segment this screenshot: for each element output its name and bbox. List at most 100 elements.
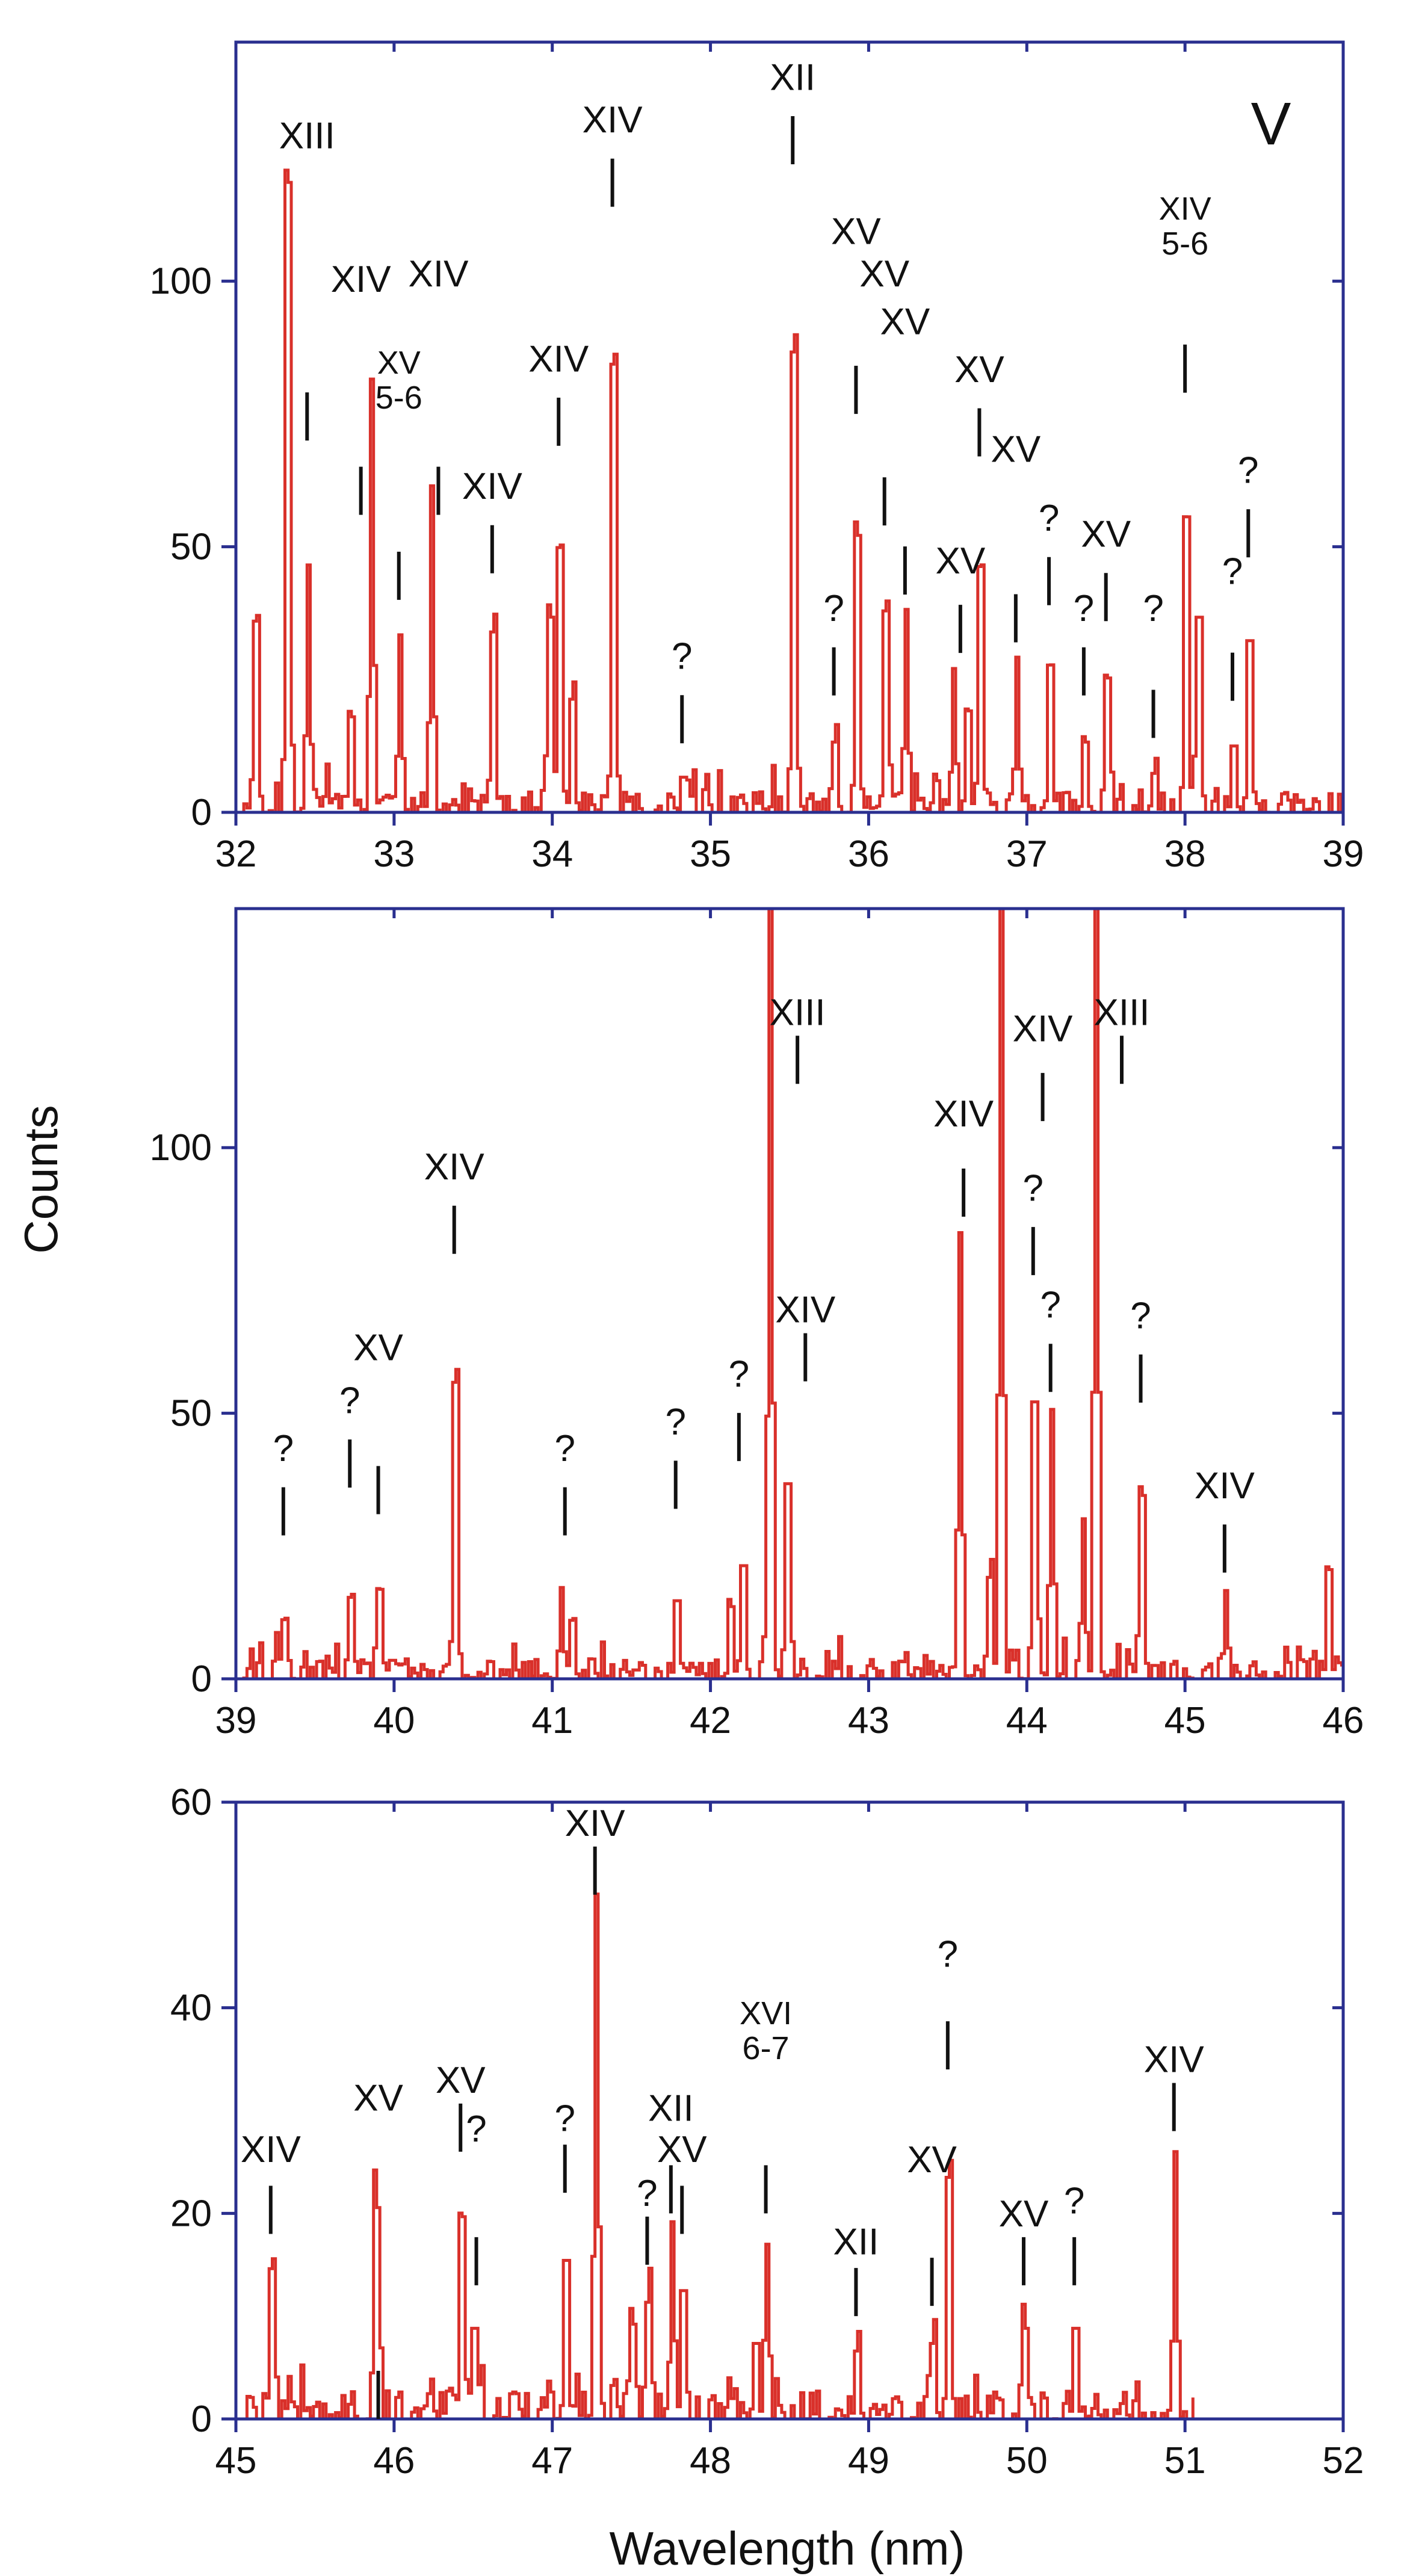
x-tick-label: 48 xyxy=(690,2440,731,2482)
ion-label: XV xyxy=(880,301,930,343)
ion-label: XIV xyxy=(775,1290,836,1331)
ion-label: ? xyxy=(1143,588,1163,629)
ion-label: XVI xyxy=(740,1995,792,2031)
y-axis-title: Counts xyxy=(14,1105,67,1253)
ion-label: ? xyxy=(729,1353,749,1395)
plot-frame xyxy=(234,40,1345,814)
y-tick-label: 20 xyxy=(170,2193,212,2234)
ion-label: ? xyxy=(339,1380,360,1422)
ion-label-transition: 6-7 xyxy=(743,2030,790,2066)
ion-label: XIV xyxy=(241,2129,301,2170)
x-tick-label: 51 xyxy=(1164,2440,1206,2482)
ion-label: ? xyxy=(672,636,692,678)
ion-label: XV xyxy=(377,345,421,381)
ion-label: XIV xyxy=(565,1803,626,1844)
ion-label: XV xyxy=(954,349,1004,391)
x-tick-label: 36 xyxy=(848,833,889,875)
ion-label: XIV xyxy=(1195,1465,1255,1507)
ion-label: ? xyxy=(1130,1295,1151,1336)
x-tick-label: 44 xyxy=(1006,1700,1048,1741)
ion-label: ? xyxy=(466,2108,486,2150)
ion-label: XIV xyxy=(583,99,643,141)
ion-label: XIV xyxy=(331,259,392,300)
ion-label: XIV xyxy=(408,253,469,295)
panel-middle: 39 40 41 42 43 44 45 46 0 50 100?? XV XIV??? XIII XIV X… xyxy=(150,907,1364,1741)
ion-label: XIV xyxy=(1013,1008,1074,1050)
x-tick-label: 37 xyxy=(1006,833,1048,875)
x-tick-label: 52 xyxy=(1323,2440,1364,2482)
ion-label: XV xyxy=(657,2129,707,2170)
ion-label: XIV xyxy=(1144,2039,1205,2081)
ion-label: XII xyxy=(648,2088,694,2130)
y-tick-label: 0 xyxy=(191,2398,212,2440)
ion-label: ? xyxy=(555,2098,575,2140)
ion-label: ? xyxy=(1238,450,1258,492)
ion-label: XII xyxy=(770,57,815,98)
ion-label: XV xyxy=(831,211,881,252)
x-tick-label: 38 xyxy=(1164,833,1206,875)
ion-label: XIV xyxy=(1159,191,1211,227)
ion-label: XV xyxy=(1081,514,1131,555)
ion-label-transition: 5-6 xyxy=(376,380,422,416)
x-tick-label: 43 xyxy=(848,1700,889,1741)
ion-label: XV xyxy=(999,2193,1049,2235)
ion-label: XV xyxy=(936,540,986,582)
x-tick-label: 41 xyxy=(531,1700,573,1741)
ion-label: XIV xyxy=(528,338,589,380)
x-tick-label: 47 xyxy=(531,2440,573,2482)
ion-label: XV xyxy=(907,2139,957,2181)
spectrum-trace xyxy=(237,168,1343,812)
y-tick-label: 100 xyxy=(150,1127,212,1169)
ion-label: ? xyxy=(823,588,844,629)
ion-label-transition: 5-6 xyxy=(1161,226,1208,262)
plot-frame xyxy=(234,907,1345,1681)
ion-label: ? xyxy=(1039,498,1059,539)
y-tick-label: 40 xyxy=(170,1988,212,2029)
ion-label: XIV xyxy=(462,466,523,507)
ion-label: ? xyxy=(938,1933,958,1975)
plot-frame xyxy=(234,1800,1345,2421)
x-tick-label: 39 xyxy=(215,1700,257,1741)
y-tick-label: 50 xyxy=(170,1393,212,1435)
x-tick-label: 32 xyxy=(215,833,257,875)
y-tick-label: 60 xyxy=(170,1782,212,1823)
ion-label: ? xyxy=(1040,1285,1060,1326)
x-tick-label: 45 xyxy=(1164,1700,1206,1741)
y-tick-label: 0 xyxy=(191,1658,212,1700)
ion-label: XV xyxy=(859,253,909,295)
ion-label: XIV xyxy=(424,1146,485,1188)
ion-label: XV xyxy=(991,428,1041,470)
ion-label: ? xyxy=(273,1428,294,1469)
ion-label: XV xyxy=(436,2060,486,2101)
ion-label: ? xyxy=(1074,588,1094,629)
x-tick-label: 39 xyxy=(1323,833,1364,875)
ion-label: XIII xyxy=(1093,992,1149,1033)
x-tick-label: 50 xyxy=(1006,2440,1048,2482)
x-tick-label: 46 xyxy=(373,2440,415,2482)
x-tick-label: 49 xyxy=(848,2440,889,2482)
y-tick-label: 100 xyxy=(150,261,212,302)
ion-label: XV xyxy=(353,1327,403,1368)
ion-label: ? xyxy=(1222,551,1243,592)
x-tick-label: 34 xyxy=(531,833,573,875)
ion-label: ? xyxy=(1064,2180,1084,2222)
x-tick-label: 33 xyxy=(373,833,415,875)
ion-label: ? xyxy=(666,1401,686,1443)
ion-label: XIII xyxy=(770,992,826,1033)
y-tick-label: 50 xyxy=(170,527,212,568)
ion-label: XIII xyxy=(279,116,335,157)
element-label: V xyxy=(1251,90,1291,158)
spectrum-trace xyxy=(237,909,1343,1679)
x-axis-title: Wavelength (nm) xyxy=(610,2522,965,2575)
spectrum-trace xyxy=(237,1892,1195,2419)
x-tick-label: 42 xyxy=(690,1700,731,1741)
x-tick-label: 46 xyxy=(1323,1700,1364,1741)
ion-label: XII xyxy=(833,2222,879,2263)
ion-label: ? xyxy=(637,2173,657,2214)
x-tick-label: 40 xyxy=(373,1700,415,1741)
ion-label: XIV xyxy=(933,1093,994,1135)
x-tick-label: 45 xyxy=(215,2440,257,2482)
ion-label: ? xyxy=(555,1428,575,1469)
